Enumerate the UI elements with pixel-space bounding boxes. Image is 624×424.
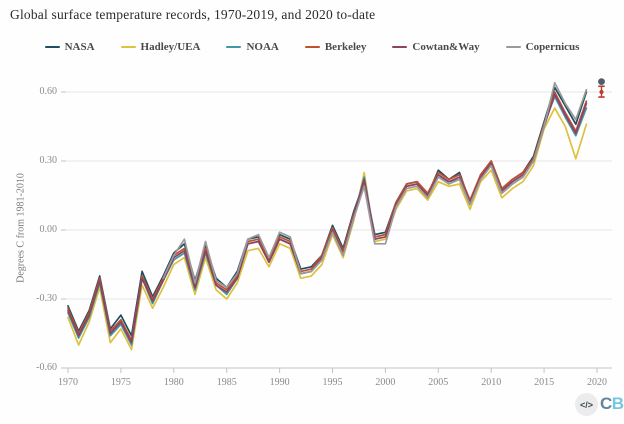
x-tick-label: 2010 — [481, 377, 502, 388]
code-icon: </> — [579, 399, 593, 410]
chart-title: Global surface temperature records, 1970… — [10, 7, 376, 22]
series-line-cowtan-way — [67, 93, 588, 344]
x-tick-label: 1980 — [163, 377, 184, 388]
y-tick-label: 0.30 — [39, 155, 58, 166]
2020-to-date-estimate — [599, 89, 604, 95]
x-tick-label: 1970 — [58, 377, 78, 388]
y-tick-label: 0.60 — [39, 86, 58, 97]
legend-label: Copernicus — [525, 41, 580, 53]
legend-label: Hadley/UEA — [140, 41, 201, 53]
logo-letter-b: B — [611, 394, 624, 413]
chart-export-button[interactable]: </> — [575, 393, 598, 416]
carbon-brief-logo[interactable]: CB — [600, 394, 624, 414]
2020-to-date-point — [598, 78, 605, 86]
legend-item-berkeley[interactable]: Berkeley — [304, 41, 367, 53]
x-tick-label: 1975 — [110, 377, 131, 388]
legend-swatch-hadley-uea — [120, 46, 136, 48]
y-tick-label: 0.00 — [39, 224, 58, 235]
legend-swatch-cowtan-way — [392, 46, 408, 48]
legend-item-hadley-uea[interactable]: Hadley/UEA — [120, 41, 201, 53]
legend-label: NOAA — [246, 41, 279, 53]
series-line-berkeley — [67, 91, 588, 342]
series-line-hadley-uea — [67, 107, 588, 351]
legend-item-noaa[interactable]: NOAA — [226, 41, 279, 53]
legend-item-cowtan-way[interactable]: Cowtan&Way — [392, 41, 480, 53]
logo-letter-c: C — [600, 394, 612, 413]
x-tick-label: 1995 — [322, 377, 343, 388]
y-tick-label: -0.30 — [36, 293, 57, 304]
legend-label: Berkeley — [324, 41, 367, 53]
legend-swatch-nasa — [44, 46, 60, 48]
x-tick-label: 1990 — [269, 377, 290, 388]
chart-legend: NASA Hadley/UEA NOAA Berkeley Cowtan&Way Cope… — [0, 41, 624, 53]
x-tick-label: 2015 — [534, 377, 555, 388]
legend-swatch-berkeley — [304, 46, 320, 48]
y-tick-label: -0.60 — [36, 362, 57, 373]
x-tick-label: 2020 — [587, 377, 607, 388]
legend-item-copernicus[interactable]: Copernicus — [505, 41, 580, 53]
legend-label: Cowtan&Way — [412, 41, 480, 53]
series-line-copernicus — [162, 81, 588, 289]
legend-label: NASA — [64, 41, 95, 53]
x-tick-label: 1985 — [216, 377, 237, 388]
legend-swatch-copernicus — [505, 46, 521, 48]
series-line-noaa — [67, 95, 588, 346]
x-tick-label: 2005 — [428, 377, 449, 388]
x-tick-label: 2000 — [375, 377, 396, 388]
legend-item-nasa[interactable]: NASA — [44, 41, 95, 53]
legend-swatch-noaa — [226, 46, 242, 48]
